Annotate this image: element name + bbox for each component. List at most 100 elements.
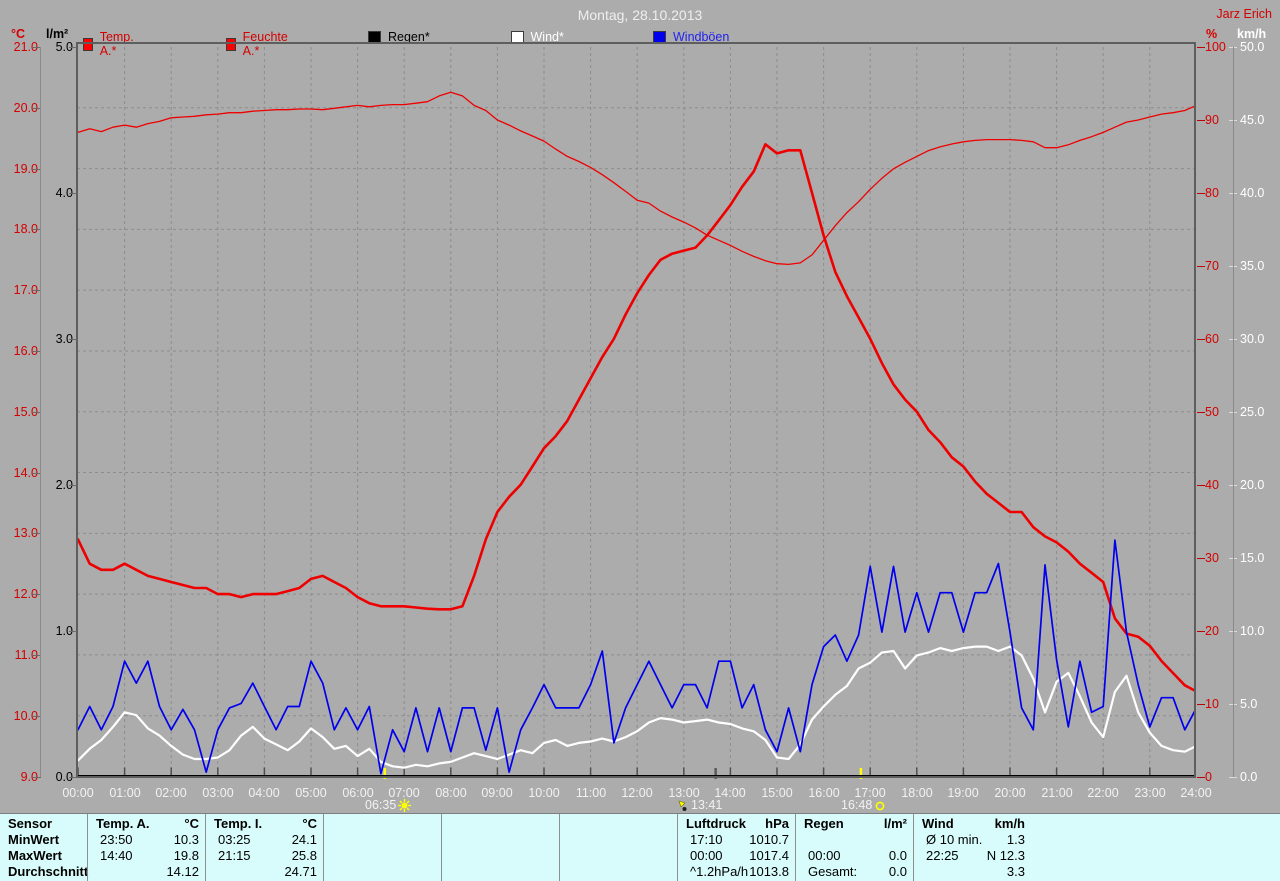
x-axis-label: 21:00 bbox=[1041, 786, 1073, 800]
sunrise-icon bbox=[398, 799, 412, 812]
table-cell-time: 23:50 bbox=[100, 832, 133, 847]
x-axis-label: 07:00 bbox=[388, 786, 420, 800]
y-humidity-label: 100 bbox=[1205, 40, 1226, 54]
table-row-label: Durchschnitt bbox=[8, 864, 89, 879]
y-temp-tick bbox=[33, 473, 41, 474]
table-cell-time: 14:40 bbox=[100, 848, 133, 863]
table-col-unit: °C bbox=[184, 816, 199, 831]
y-humidity-tick bbox=[1197, 266, 1205, 267]
y-temp-tick bbox=[33, 47, 41, 48]
table-divider bbox=[323, 814, 324, 881]
table-cell-time: Ø 10 min. bbox=[926, 832, 983, 847]
x-axis-label: 18:00 bbox=[901, 786, 933, 800]
moon-marker-icon bbox=[678, 800, 689, 812]
legend-label: Windböen bbox=[673, 30, 730, 44]
y-humidity-tick bbox=[1197, 339, 1205, 340]
table-cell-value: 1017.4 bbox=[749, 848, 789, 863]
table-row-label: MinWert bbox=[8, 832, 60, 847]
y-rain-tick bbox=[69, 47, 77, 48]
table-cell-value: 1010.7 bbox=[749, 832, 789, 847]
table-cell-time: 03:25 bbox=[218, 832, 251, 847]
y-wind-label: 30.0 bbox=[1240, 332, 1265, 346]
y-humidity-tick bbox=[1197, 777, 1205, 778]
x-axis-label: 01:00 bbox=[109, 786, 141, 800]
table-cell-value: 1.3 bbox=[1006, 832, 1025, 847]
y-wind-label: 50.0 bbox=[1240, 40, 1265, 54]
series-wind bbox=[76, 645, 1196, 769]
y-wind-label: 20.0 bbox=[1240, 478, 1265, 492]
station-owner: Jarz Erich bbox=[1216, 7, 1272, 21]
y-rain-tick bbox=[69, 777, 77, 778]
table-col-unit: km/h bbox=[994, 816, 1025, 831]
y-humidity-tick bbox=[1197, 485, 1205, 486]
x-axis-label: 15:00 bbox=[761, 786, 793, 800]
x-axis-label: 20:00 bbox=[994, 786, 1026, 800]
y-rain-label: 5.0 bbox=[55, 40, 73, 54]
table-divider bbox=[441, 814, 442, 881]
sunset-marker: 16:48 bbox=[841, 799, 886, 812]
table-col-header: Regen bbox=[804, 816, 844, 831]
y-wind-label: 35.0 bbox=[1240, 259, 1265, 273]
y-temp-tick bbox=[33, 412, 41, 413]
y-temp-label: 15.0 bbox=[13, 405, 38, 419]
axis-unit-rain: l/m² bbox=[46, 27, 69, 41]
moon-marker-marker: 13:41 bbox=[678, 799, 722, 812]
y-humidity-tick bbox=[1197, 193, 1205, 194]
x-axis-label: 06:00 bbox=[342, 786, 374, 800]
table-col-header: Temp. I. bbox=[214, 816, 263, 831]
y-humidity-label: 70 bbox=[1205, 259, 1219, 273]
y-humidity-label: 40 bbox=[1205, 478, 1219, 492]
moon-marker-time: 13:41 bbox=[691, 798, 723, 812]
x-axis-label: 11:00 bbox=[575, 786, 607, 800]
y-humidity-tick bbox=[1197, 120, 1205, 121]
x-axis-label: 10:00 bbox=[528, 786, 560, 800]
x-axis-label: 24:00 bbox=[1180, 786, 1212, 800]
sun-moon-marker-row: 06:35 13:41 16:48 bbox=[0, 799, 1280, 813]
y-rain-label: 0.0 bbox=[55, 770, 73, 784]
table-cell-time: 21:15 bbox=[218, 848, 251, 863]
y-temp-label: 10.0 bbox=[13, 709, 38, 723]
table-cell-value: 24.1 bbox=[291, 832, 317, 847]
table-col-unit: °C bbox=[302, 816, 317, 831]
y-wind-axis-line bbox=[1233, 47, 1234, 777]
table-row-label: Sensor bbox=[8, 816, 53, 831]
sunset-time: 16:48 bbox=[841, 798, 873, 812]
series-feuchtea bbox=[77, 91, 1196, 266]
table-cell-value: 24.71 bbox=[284, 864, 317, 879]
table-col-header: Luftdruck bbox=[686, 816, 746, 831]
legend-item-4[interactable]: Wind* bbox=[510, 30, 564, 44]
y-humidity-tick bbox=[1197, 704, 1205, 705]
axis-unit-humidity: % bbox=[1206, 27, 1218, 41]
x-axis-label: 03:00 bbox=[202, 786, 234, 800]
y-temp-label: 11.0 bbox=[14, 648, 38, 662]
y-wind-label: 0.0 bbox=[1240, 770, 1258, 784]
x-axis-label: 08:00 bbox=[435, 786, 467, 800]
y-temp-tick bbox=[33, 533, 41, 534]
table-cell-value: N 12.3 bbox=[986, 848, 1025, 863]
y-temp-tick bbox=[33, 108, 41, 109]
y-temp-label: 20.0 bbox=[13, 101, 38, 115]
y-humidity-label: 0 bbox=[1205, 770, 1212, 784]
y-rain-label: 1.0 bbox=[55, 624, 73, 638]
legend-label: Regen* bbox=[388, 30, 430, 44]
table-divider bbox=[913, 814, 914, 881]
table-cell-value: 19.8 bbox=[173, 848, 199, 863]
table-cell-time: 00:00 bbox=[808, 848, 841, 863]
y-rain-label: 3.0 bbox=[55, 332, 73, 346]
y-humidity-label: 50 bbox=[1205, 405, 1219, 419]
table-cell-value: 14.12 bbox=[166, 864, 199, 879]
legend-label: Feuchte A.* bbox=[242, 30, 288, 58]
x-axis-label: 23:00 bbox=[1134, 786, 1166, 800]
table-cell-value: 3.3 bbox=[1006, 864, 1025, 879]
x-axis-label: 17:00 bbox=[854, 786, 886, 800]
table-divider bbox=[205, 814, 206, 881]
series-tempa bbox=[76, 143, 1196, 693]
sunrise-time: 06:35 bbox=[365, 798, 397, 812]
table-divider bbox=[795, 814, 796, 881]
x-axis-label: 13:00 bbox=[668, 786, 700, 800]
x-axis-label: 16:00 bbox=[808, 786, 840, 800]
y-temp-label: 12.0 bbox=[13, 587, 38, 601]
table-cell-time: 17:10 bbox=[690, 832, 723, 847]
y-humidity-label: 20 bbox=[1205, 624, 1219, 638]
